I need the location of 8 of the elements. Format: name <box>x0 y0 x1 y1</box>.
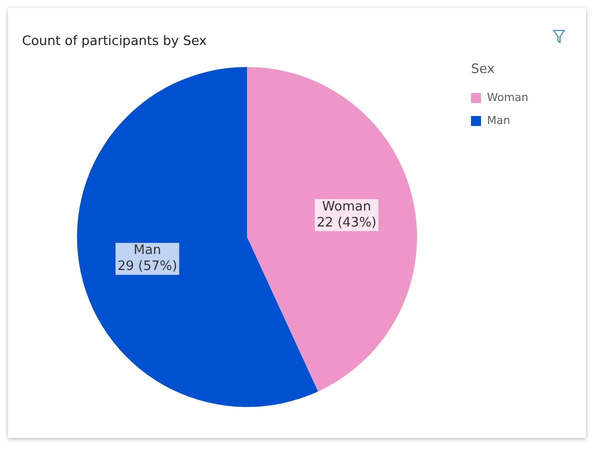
slice-label: Man <box>134 243 162 258</box>
legend-label: Woman <box>487 91 528 104</box>
data-label: 29 (57%) <box>118 259 178 274</box>
legend-label: Man <box>487 114 510 127</box>
data-label: 22 (43%) <box>316 216 376 231</box>
chart-title: Count of participants by Sex <box>22 34 207 49</box>
slice-label: Woman <box>322 200 372 215</box>
legend-title: Sex <box>471 62 496 77</box>
